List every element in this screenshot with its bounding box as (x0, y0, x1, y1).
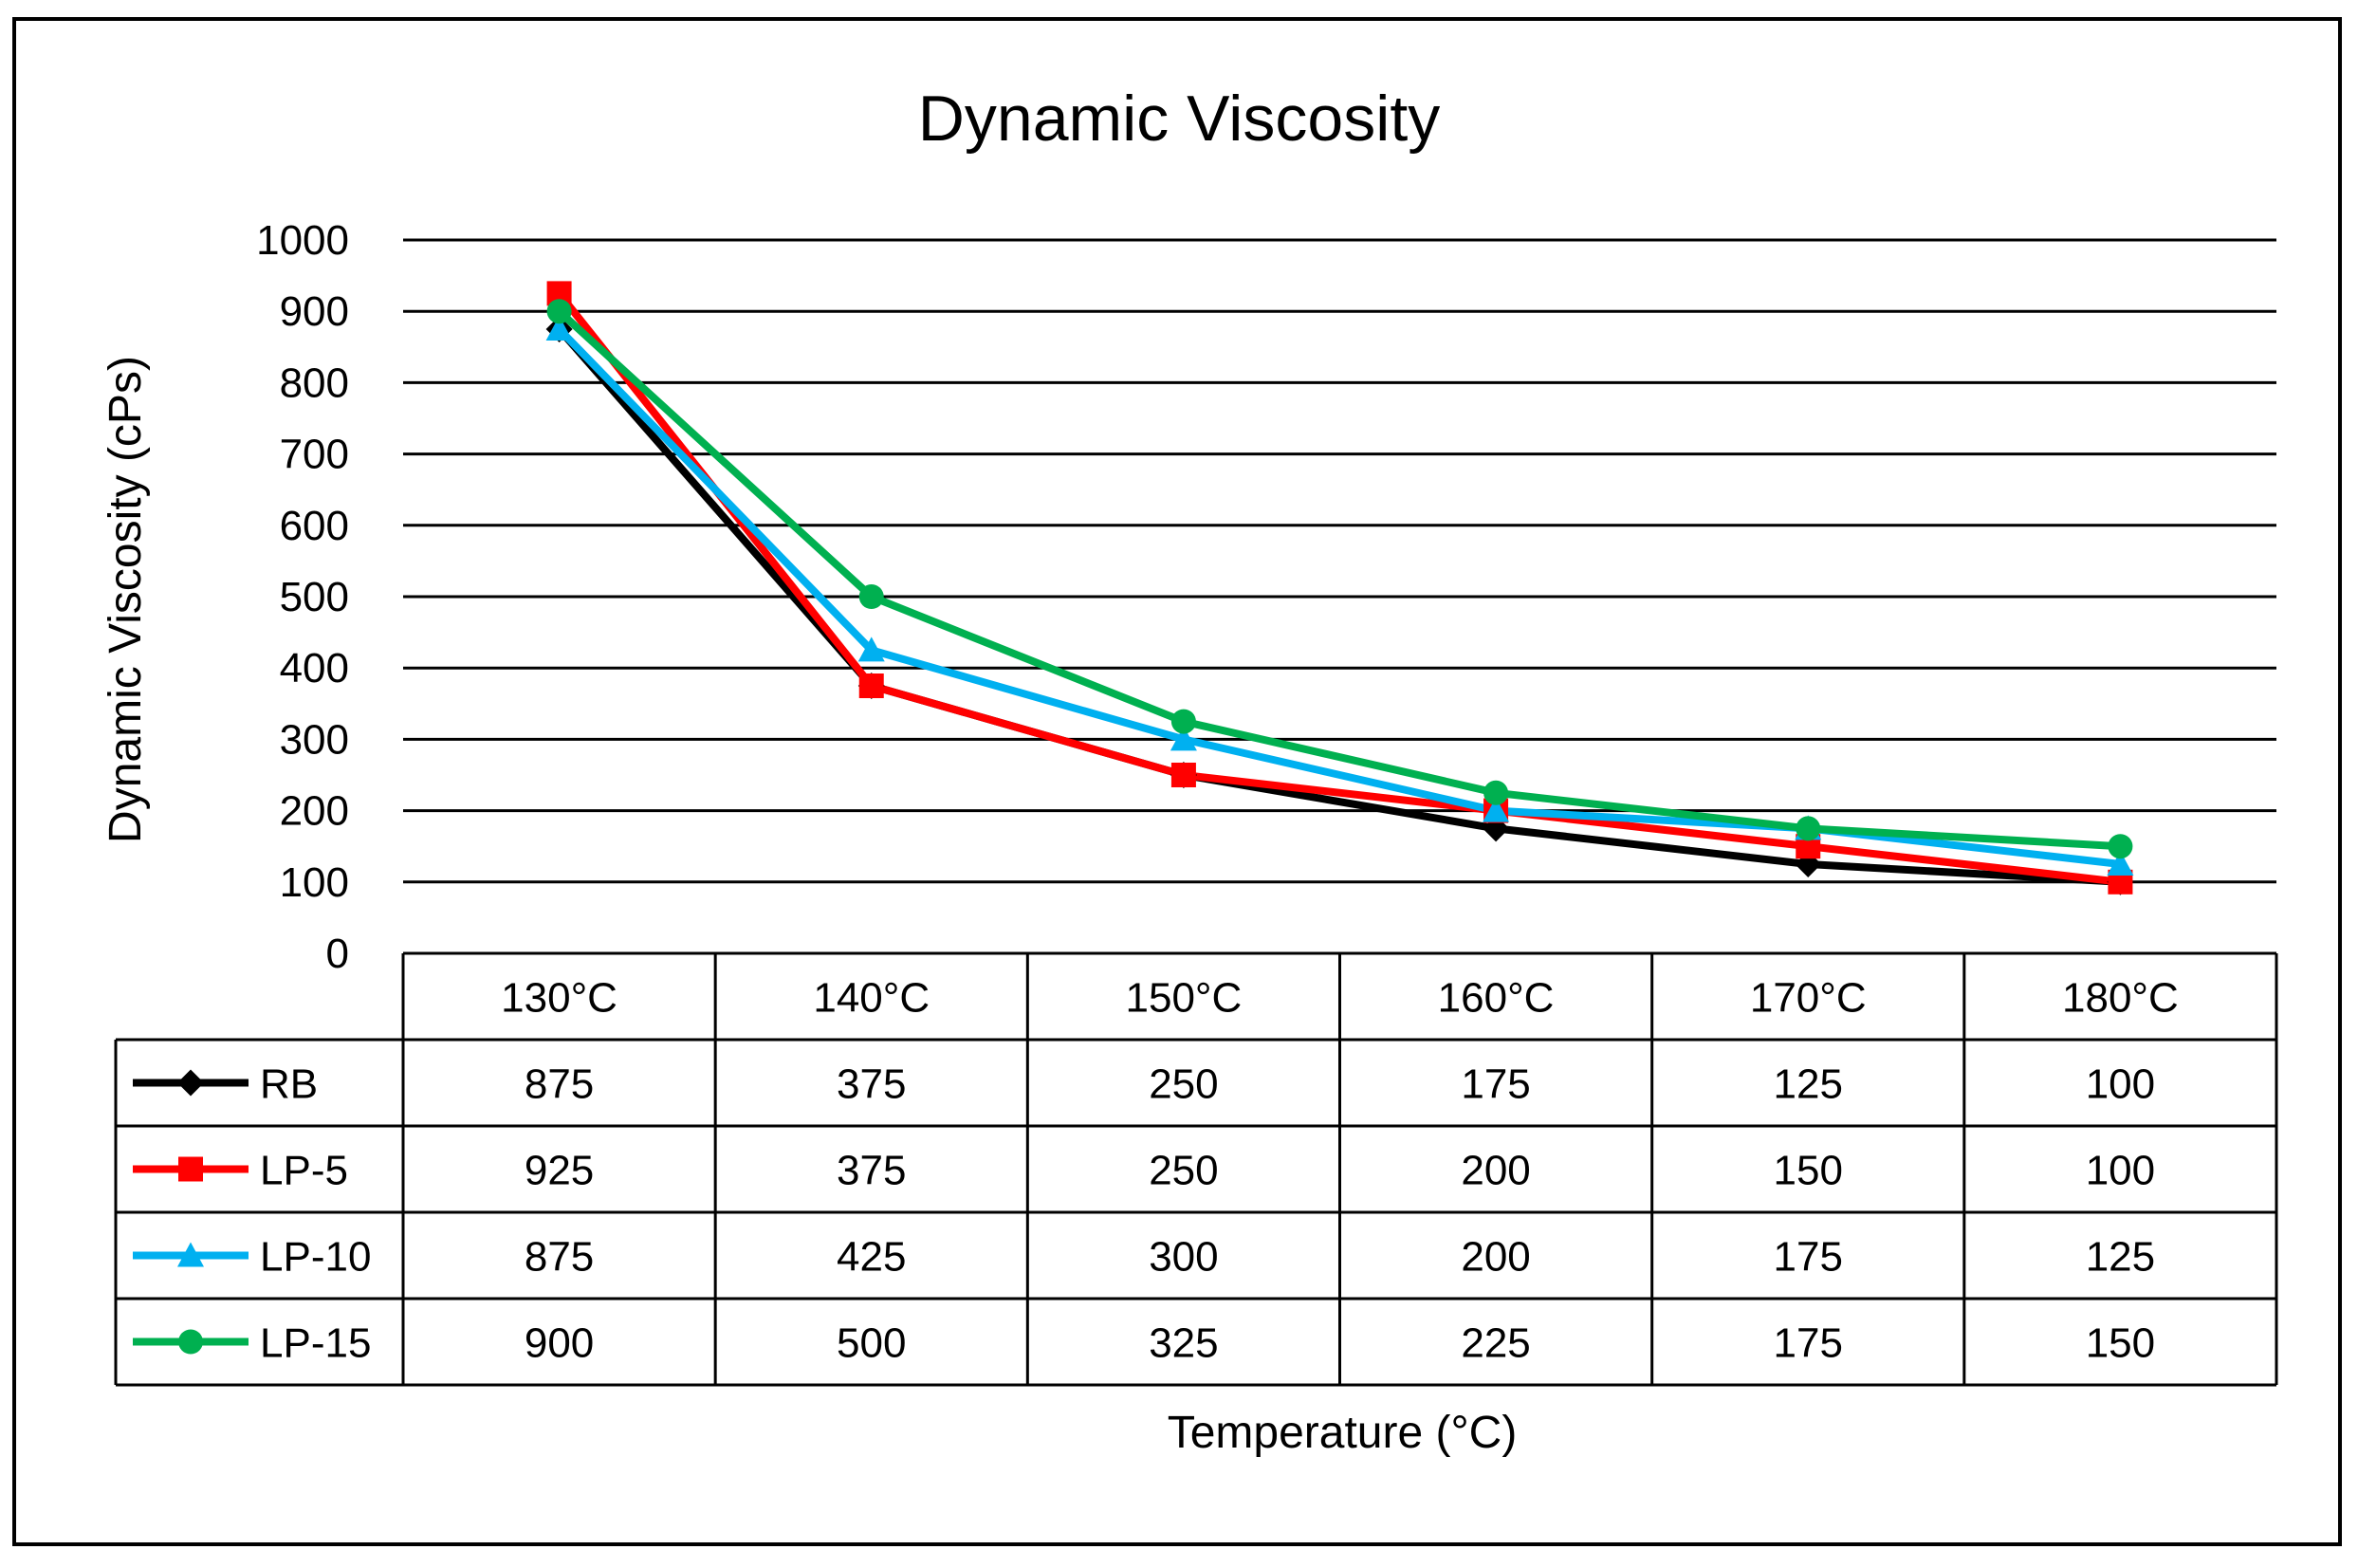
data-point-lp-15 (1483, 780, 1509, 805)
x-tick-label: 170°C (1750, 975, 1867, 1022)
data-table: 130°C 140°C 150°C 160°C 170°C 180°C RB 875 375 25… (114, 951, 2278, 1387)
x-tick-label: 140°C (813, 975, 930, 1022)
y-axis-ticks: 0 100 200 300 400 500 600 700 800 900 1000 (256, 217, 349, 977)
data-point-lp-10 (857, 636, 885, 662)
data-point-lp-5 (1170, 763, 1196, 787)
table-cell: 100 (2086, 1061, 2155, 1108)
legend-label: LP-15 (260, 1320, 371, 1367)
table-cell: 150 (2086, 1320, 2155, 1367)
table-cell: 175 (1774, 1234, 1843, 1281)
legend-marker (178, 1156, 203, 1182)
table-cell: 200 (1461, 1234, 1530, 1281)
legend-label: LP-10 (260, 1234, 371, 1281)
legend-marker (178, 1329, 203, 1355)
data-point-lp-10 (1170, 726, 1197, 751)
table-cell: 925 (525, 1148, 594, 1194)
table-cell: 375 (837, 1148, 906, 1194)
table-cell: 125 (2086, 1234, 2155, 1281)
data-point-lp-15 (2108, 834, 2133, 859)
table-cell: 125 (1774, 1061, 1843, 1108)
table-cell: 200 (1461, 1148, 1530, 1194)
table-cell: 100 (2086, 1148, 2155, 1194)
y-tick-label: 700 (280, 432, 349, 478)
y-tick-label: 500 (280, 574, 349, 620)
legend-label: RB (260, 1061, 318, 1108)
series-line-lp-15 (556, 308, 2121, 851)
table-cell: 250 (1149, 1148, 1218, 1194)
data-point-lp-15 (1170, 709, 1196, 734)
table-cell: 325 (1149, 1320, 1218, 1367)
series-line-lp-5 (556, 290, 2121, 886)
x-tick-label: 180°C (2062, 975, 2179, 1022)
table-cell: 375 (837, 1061, 906, 1108)
table-cell: 250 (1149, 1061, 1218, 1108)
gridlines (403, 238, 2276, 884)
legend-marker (177, 1242, 204, 1267)
table-cell: 900 (525, 1320, 594, 1367)
table-cell: 150 (1774, 1148, 1843, 1194)
chart-title: Dynamic Viscosity (918, 83, 1440, 155)
legend-marker (177, 1069, 204, 1097)
x-tick-label: 160°C (1438, 975, 1555, 1022)
data-point-lp-15 (1796, 816, 1821, 841)
y-tick-label: 400 (280, 645, 349, 692)
y-tick-label: 200 (280, 788, 349, 835)
y-axis-title: Dynamic Viscosity (cPs) (101, 356, 151, 843)
y-tick-label: 1000 (256, 217, 349, 264)
x-tick-label: 130°C (501, 975, 617, 1022)
table-cell: 875 (525, 1061, 594, 1108)
x-tick-label: 150°C (1126, 975, 1243, 1022)
data-point-lp-15 (858, 584, 884, 609)
y-tick-label: 300 (280, 716, 349, 763)
data-point-lp-10 (1483, 797, 1510, 822)
x-axis-title: Temperature (°C) (1168, 1408, 1518, 1458)
y-tick-label: 900 (280, 288, 349, 335)
series-markers (545, 281, 2134, 895)
table-cell: 500 (837, 1320, 906, 1367)
table-cell: 300 (1149, 1234, 1218, 1281)
table-cell: 175 (1461, 1061, 1530, 1108)
data-point-lp-10 (545, 316, 573, 341)
table-cell: 175 (1774, 1320, 1843, 1367)
table-cell: 225 (1461, 1320, 1530, 1367)
legend-label: LP-5 (260, 1148, 348, 1194)
table-cell: 425 (837, 1234, 906, 1281)
y-tick-label: 0 (326, 931, 349, 977)
data-point-lp-15 (546, 299, 572, 324)
data-point-lp-5 (858, 673, 884, 698)
y-tick-label: 100 (280, 859, 349, 906)
data-point-lp-10 (2107, 851, 2134, 876)
y-tick-label: 600 (280, 503, 349, 549)
y-tick-label: 800 (280, 360, 349, 406)
series-lines (556, 290, 2121, 886)
table-cell: 875 (525, 1234, 594, 1281)
